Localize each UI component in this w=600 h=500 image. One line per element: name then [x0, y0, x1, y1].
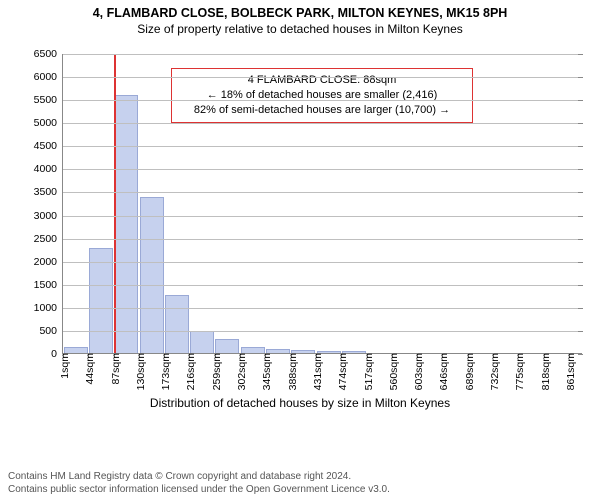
y-tick-label: 6500: [34, 48, 63, 60]
callout-line: 4 FLAMBARD CLOSE: 88sqm: [180, 73, 464, 88]
x-tick-label: 818sqm: [540, 353, 552, 390]
x-tick-label: 861sqm: [565, 353, 577, 390]
y-tick-mark: [578, 146, 583, 147]
y-tick-label: 500: [39, 325, 63, 337]
y-tick-mark: [578, 169, 583, 170]
grid-line: [63, 54, 582, 55]
x-tick-label: 689sqm: [464, 353, 476, 390]
x-tick-label: 216sqm: [185, 353, 197, 390]
page-title: 4, FLAMBARD CLOSE, BOLBECK PARK, MILTON …: [0, 6, 600, 20]
y-tick-mark: [578, 123, 583, 124]
y-tick-mark: [578, 54, 583, 55]
x-tick-label: 732sqm: [489, 353, 501, 390]
y-tick-label: 6000: [34, 71, 63, 83]
plot-area: 4 FLAMBARD CLOSE: 88sqm← 18% of detached…: [62, 54, 582, 354]
chart: Number of detached properties 4 FLAMBARD…: [0, 44, 600, 424]
y-tick-label: 2500: [34, 233, 63, 245]
x-tick-label: 474sqm: [337, 353, 349, 390]
callout-line: 82% of semi-detached houses are larger (…: [180, 103, 464, 118]
y-tick-mark: [578, 192, 583, 193]
x-tick-label: 603sqm: [413, 353, 425, 390]
histogram-bar: [114, 95, 138, 353]
histogram-bar: [140, 197, 164, 353]
y-tick-label: 1000: [34, 302, 63, 314]
footer-line-1: Contains HM Land Registry data © Crown c…: [8, 470, 390, 483]
footer: Contains HM Land Registry data © Crown c…: [8, 470, 390, 496]
y-tick-mark: [578, 308, 583, 309]
x-tick-label: 345sqm: [261, 353, 273, 390]
y-tick-label: 5500: [34, 94, 63, 106]
x-tick-label: 388sqm: [287, 353, 299, 390]
y-tick-mark: [578, 262, 583, 263]
title-block: 4, FLAMBARD CLOSE, BOLBECK PARK, MILTON …: [0, 0, 600, 36]
x-tick-label: 517sqm: [363, 353, 375, 390]
x-tick-label: 130sqm: [135, 353, 147, 390]
histogram-bar: [165, 295, 189, 353]
y-tick-mark: [578, 77, 583, 78]
y-tick-label: 5000: [34, 117, 63, 129]
grid-line: [63, 100, 582, 101]
histogram-bar: [215, 339, 239, 353]
y-tick-mark: [578, 100, 583, 101]
grid-line: [63, 146, 582, 147]
grid-line: [63, 331, 582, 332]
grid-line: [63, 262, 582, 263]
grid-line: [63, 123, 582, 124]
y-tick-label: 4000: [34, 163, 63, 175]
x-tick-label: 431sqm: [312, 353, 324, 390]
y-tick-label: 1500: [34, 279, 63, 291]
x-tick-label: 302sqm: [236, 353, 248, 390]
grid-line: [63, 308, 582, 309]
x-tick-label: 560sqm: [388, 353, 400, 390]
histogram-bar: [190, 331, 214, 353]
grid-line: [63, 285, 582, 286]
x-tick-label: 775sqm: [514, 353, 526, 390]
grid-line: [63, 77, 582, 78]
x-tick-label: 173sqm: [160, 353, 172, 390]
x-tick-label: 646sqm: [438, 353, 450, 390]
y-tick-label: 2000: [34, 256, 63, 268]
y-tick-mark: [578, 354, 583, 355]
page-subtitle: Size of property relative to detached ho…: [0, 22, 600, 36]
x-tick-label: 1sqm: [59, 353, 71, 379]
x-axis-label: Distribution of detached houses by size …: [0, 396, 600, 410]
x-tick-label: 87sqm: [110, 353, 122, 385]
grid-line: [63, 239, 582, 240]
x-tick-label: 259sqm: [211, 353, 223, 390]
histogram-bar: [89, 248, 113, 353]
y-tick-mark: [578, 331, 583, 332]
grid-line: [63, 169, 582, 170]
y-tick-label: 4500: [34, 140, 63, 152]
y-tick-mark: [578, 239, 583, 240]
y-tick-mark: [578, 216, 583, 217]
y-tick-mark: [578, 285, 583, 286]
grid-line: [63, 192, 582, 193]
footer-line-2: Contains public sector information licen…: [8, 483, 390, 496]
grid-line: [63, 216, 582, 217]
x-tick-label: 44sqm: [84, 353, 96, 385]
y-tick-label: 3000: [34, 210, 63, 222]
y-tick-label: 3500: [34, 186, 63, 198]
